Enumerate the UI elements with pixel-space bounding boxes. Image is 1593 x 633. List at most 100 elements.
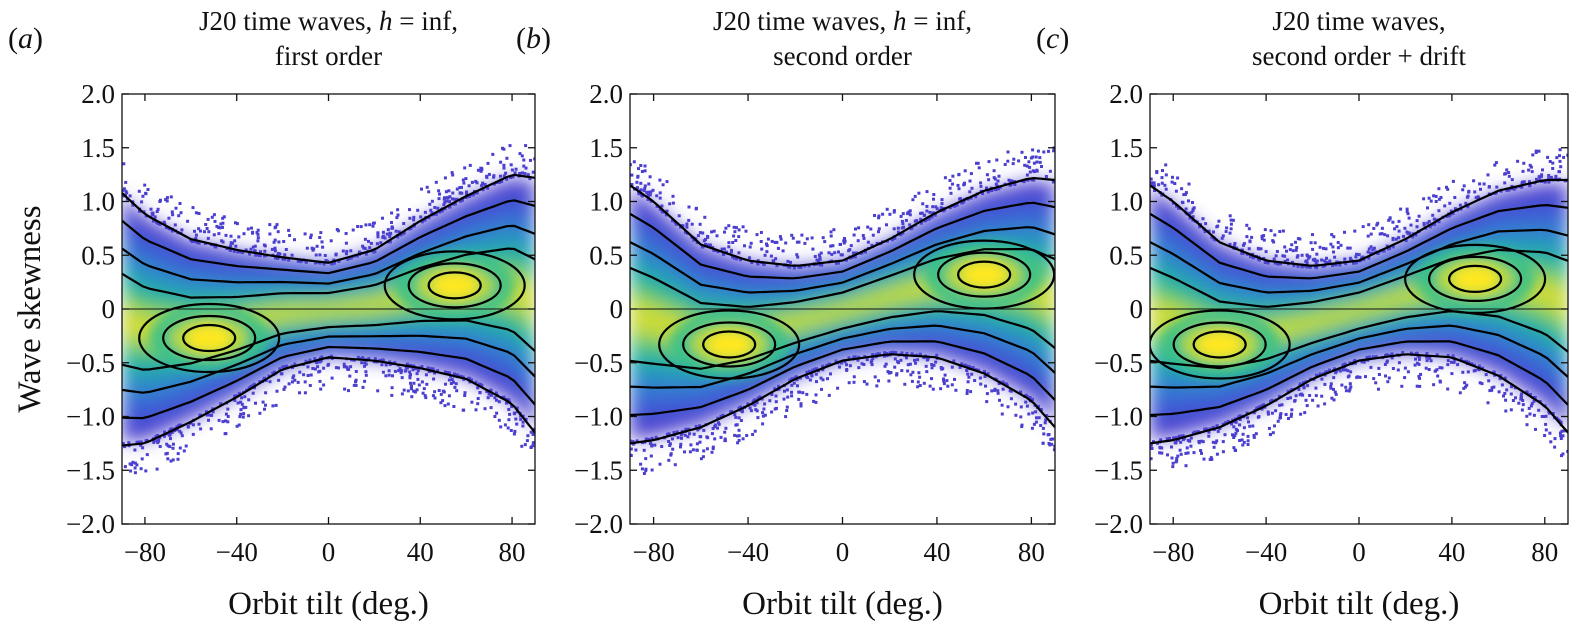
scatter-point [1466, 194, 1470, 198]
scatter-point [1504, 398, 1508, 402]
scatter-point [1394, 237, 1398, 241]
scatter-point [754, 408, 758, 412]
scatter-point [1482, 182, 1486, 186]
scatter-point [951, 174, 955, 178]
scatter-point [953, 203, 957, 207]
scatter-point [1238, 423, 1242, 427]
scatter-point [226, 415, 230, 418]
scatter-point [1503, 376, 1507, 380]
scatter-point [922, 381, 926, 385]
scatter-point [1340, 383, 1344, 387]
scatter-point [1262, 403, 1266, 407]
scatter-point [461, 375, 465, 379]
scatter-point [238, 250, 242, 254]
scatter-point [369, 241, 373, 245]
scatter-point [141, 194, 145, 198]
scatter-point [518, 172, 522, 175]
scatter-point [178, 429, 182, 433]
scatter-point [258, 411, 262, 415]
scatter-point [1302, 386, 1306, 390]
scatter-point [376, 235, 380, 239]
scatter-point [1397, 229, 1401, 233]
scatter-point [1034, 155, 1038, 159]
y-tick-label: 2.0 [81, 79, 115, 109]
scatter-point [162, 220, 166, 224]
scatter-point [396, 213, 400, 217]
scatter-point [1184, 464, 1188, 468]
scatter-point [1242, 426, 1246, 430]
scatter-point [1413, 363, 1417, 367]
scatter-point [727, 241, 731, 245]
scatter-point [760, 247, 764, 251]
scatter-point [452, 380, 455, 384]
panel-title-line1: J20 time waves, h = inf, [713, 6, 972, 36]
scatter-point [1380, 232, 1384, 236]
scatter-point [1439, 196, 1443, 199]
scatter-point [302, 373, 306, 377]
scatter-point [1332, 235, 1336, 239]
scatter-point [1347, 374, 1351, 378]
scatter-point [1202, 457, 1206, 461]
scatter-point [1548, 160, 1552, 163]
scatter-point [394, 229, 398, 233]
scatter-point [525, 439, 529, 443]
scatter-point [1376, 221, 1380, 225]
scatter-point [458, 186, 462, 190]
scatter-point [229, 234, 233, 238]
scatter-point [310, 246, 314, 250]
scatter-point [1204, 222, 1208, 226]
scatter-point [238, 391, 242, 395]
scatter-point [491, 152, 495, 156]
panel-title-line2: second order [773, 41, 912, 71]
scatter-point [1521, 403, 1525, 407]
scatter-point [1172, 436, 1176, 440]
scatter-point [405, 362, 409, 366]
scatter-point [521, 424, 525, 428]
scatter-point [766, 237, 770, 241]
x-tick-label: 40 [1438, 537, 1465, 567]
scatter-point [470, 400, 474, 404]
scatter-point [303, 380, 307, 384]
density-peak-core [187, 326, 232, 351]
scatter-point [445, 196, 449, 200]
scatter-point [1030, 397, 1034, 401]
scatter-point [675, 430, 679, 434]
scatter-point [232, 249, 236, 253]
title-variable: h [893, 6, 907, 36]
scatter-point [680, 436, 683, 440]
scatter-point [1311, 398, 1315, 402]
scatter-point [531, 432, 535, 436]
contour-line [630, 201, 1055, 280]
scatter-point [1332, 398, 1336, 402]
scatter-point [334, 253, 338, 257]
scatter-point [1436, 374, 1440, 378]
scatter-point [420, 365, 424, 368]
scatter-point [156, 441, 160, 445]
scatter-point [169, 195, 173, 199]
scatter-point [1478, 182, 1482, 186]
scatter-point [1023, 163, 1027, 167]
scatter-point [305, 246, 309, 250]
scatter-point [153, 215, 157, 219]
scatter-point [1348, 246, 1352, 250]
scatter-point [1558, 431, 1562, 435]
scatter-point [1320, 258, 1324, 262]
scatter-point [1329, 382, 1333, 386]
scatter-point [521, 420, 525, 424]
scatter-point [354, 380, 357, 384]
scatter-point [1028, 397, 1032, 400]
contour-loop [383, 250, 526, 321]
scatter-point [1051, 437, 1055, 441]
scatter-point [644, 467, 648, 471]
scatter-point [437, 389, 441, 392]
scatter-point [144, 214, 148, 218]
scatter-point [1488, 389, 1492, 393]
scatter-point [521, 171, 524, 175]
x-axis-label: Orbit tilt (deg.) [228, 586, 429, 622]
scatter-point [816, 259, 820, 263]
scatter-point [442, 390, 446, 394]
scatter-point [886, 370, 890, 374]
scatter-point [732, 234, 736, 238]
scatter-point [511, 175, 515, 179]
scatter-point [1158, 445, 1162, 449]
